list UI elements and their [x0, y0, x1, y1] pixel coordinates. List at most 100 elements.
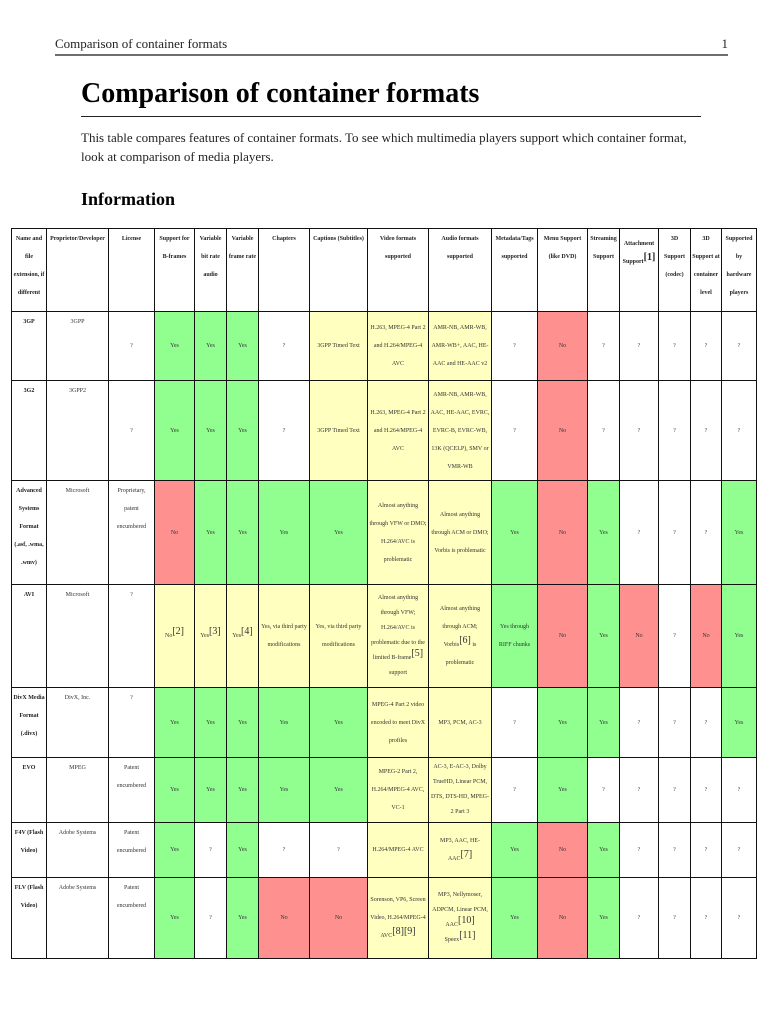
cell-vfr: Yes: [226, 480, 259, 585]
cell-3d-container: ?: [690, 877, 722, 959]
reference-link[interactable]: [7]: [460, 849, 473, 860]
reference-link[interactable]: [11]: [459, 930, 476, 941]
cell-streaming: Yes: [587, 584, 620, 688]
page-title: Comparison of container formats: [81, 76, 701, 117]
cell-audio: Almost anything through ACM or DMO; Vorb…: [428, 480, 492, 585]
col-header-audio: Audio formats supported: [428, 228, 492, 312]
cell-audio: AMR-NB, AMR-WB, AAC, HE-AAC, EVRC, EVRC-…: [428, 380, 492, 481]
cell-hardware: ?: [721, 757, 757, 823]
cell-menu: No: [537, 311, 588, 381]
cell-3d-codec: ?: [658, 822, 691, 878]
col-header-name: Name and file extension, if different: [11, 228, 47, 312]
cell-vfr: Yes: [226, 757, 259, 823]
cell-streaming: ?: [587, 380, 620, 481]
cell-license: Patent encumbered: [108, 822, 155, 878]
cell-bframes: Yes: [154, 877, 195, 959]
cell-name: AVI: [11, 584, 47, 688]
cell-metadata: Yes: [491, 480, 538, 585]
cell-audio: MP3, PCM, AC-3: [428, 687, 492, 758]
cell-3d-codec: ?: [658, 380, 691, 481]
cell-license: Proprietary, patent encumbered: [108, 480, 155, 585]
cell-name: Advanced Systems Format (.asf, .wma, .wm…: [11, 480, 47, 585]
cell-bframes: No: [154, 480, 195, 585]
cell-name: FLV (Flash Video): [11, 877, 47, 959]
table-row: FLV (Flash Video) Adobe Systems Patent e…: [11, 877, 757, 959]
cell-metadata: ?: [491, 757, 538, 823]
cell-streaming: ?: [587, 757, 620, 823]
cell-menu: No: [537, 877, 588, 959]
cell-metadata: ?: [491, 687, 538, 758]
reference-link[interactable]: [6]: [459, 635, 471, 646]
cell-menu: No: [537, 584, 588, 688]
cell-captions: Yes: [309, 687, 368, 758]
cell-video: Sorenson, VP6, Screen Video, H.264/MPEG-…: [367, 877, 429, 959]
cell-vbr-audio: Yes: [194, 757, 227, 823]
cell-developer: Adobe Systems: [46, 822, 109, 878]
col-header-video: Video formats supported: [367, 228, 429, 312]
cell-vbr-audio: ?: [194, 822, 227, 878]
cell-attachment: No: [619, 584, 659, 688]
cell-3d-codec: ?: [658, 877, 691, 959]
cell-developer: 3GPP2: [46, 380, 109, 481]
table-row: AVI Microsoft ? No[2] Yes[3] Yes[4] Yes,…: [11, 584, 757, 688]
reference-link[interactable]: [3]: [209, 626, 221, 637]
cell-name: EVO: [11, 757, 47, 823]
running-header-title: Comparison of container formats: [55, 36, 228, 51]
cell-chapters: ?: [258, 822, 310, 878]
cell-captions: Yes: [309, 480, 368, 585]
cell-hardware: ?: [721, 380, 757, 481]
reference-link[interactable]: [5]: [411, 648, 424, 659]
cell-captions: ?: [309, 822, 368, 878]
cell-attachment: ?: [619, 311, 659, 381]
cell-vbr-audio: Yes: [194, 380, 227, 481]
cell-video: H.264/MPEG-4 AVC: [367, 822, 429, 878]
cell-3d-container: ?: [690, 822, 722, 878]
cell-attachment: ?: [619, 877, 659, 959]
cell-vfr: Yes: [226, 687, 259, 758]
cell-developer: DivX, Inc.: [46, 687, 109, 758]
cell-chapters: No: [258, 877, 310, 959]
reference-link[interactable]: [10]: [458, 915, 475, 926]
table-row: DivX Media Format (.divx) DivX, Inc. ? Y…: [11, 687, 757, 758]
cell-3d-codec: ?: [658, 311, 691, 381]
cell-name: DivX Media Format (.divx): [11, 687, 47, 758]
cell-chapters: Yes: [258, 687, 310, 758]
cell-vfr: Yes: [226, 877, 259, 959]
cell-hardware: ?: [721, 877, 757, 959]
cell-video: MPEG-2 Part 2, H.264/MPEG-4 AVC, VC-1: [367, 757, 429, 823]
cell-menu: Yes: [537, 757, 588, 823]
col-header-vfr: Variable frame rate: [226, 228, 259, 312]
cell-attachment: ?: [619, 757, 659, 823]
col-header-developer: Proprietor/Developer: [46, 228, 109, 312]
cell-chapters: Yes, via third party modifications: [258, 584, 310, 688]
cell-vfr: Yes: [226, 311, 259, 381]
col-header-captions: Captions (Subtitles): [309, 228, 368, 312]
cell-vbr-audio: Yes: [194, 311, 227, 381]
cell-attachment: ?: [619, 822, 659, 878]
cell-captions: Yes, via third party modifications: [309, 584, 368, 688]
cell-3d-container: ?: [690, 480, 722, 585]
cell-3d-container: ?: [690, 687, 722, 758]
cell-3d-container: ?: [690, 380, 722, 481]
cell-metadata: Yes through RIFF chunks: [491, 584, 538, 688]
reference-link[interactable]: [2]: [172, 626, 184, 637]
cell-streaming: ?: [587, 311, 620, 381]
cell-license: ?: [108, 380, 155, 481]
cell-vbr-audio: Yes: [194, 687, 227, 758]
cell-chapters: Yes: [258, 757, 310, 823]
col-header-metadata: Metadata/Tags supported: [491, 228, 538, 312]
cell-menu: No: [537, 822, 588, 878]
col-header-license: License: [108, 228, 155, 312]
cell-vfr: Yes[4]: [226, 584, 259, 688]
reference-link[interactable]: [4]: [241, 626, 253, 637]
table-row: 3GP 3GPP ? Yes Yes Yes ? 3GPP Timed Text…: [11, 311, 757, 381]
reference-link[interactable]: [8][9]: [392, 926, 416, 937]
col-header-menu: Menu Support (like DVD): [537, 228, 588, 312]
cell-video: Almost anything through VFW or DMO; H.26…: [367, 480, 429, 585]
reference-link[interactable]: [1]: [643, 252, 656, 263]
cell-bframes: Yes: [154, 311, 195, 381]
cell-vfr: Yes: [226, 380, 259, 481]
cell-3d-container: ?: [690, 311, 722, 381]
cell-license: ?: [108, 311, 155, 381]
cell-attachment: ?: [619, 380, 659, 481]
